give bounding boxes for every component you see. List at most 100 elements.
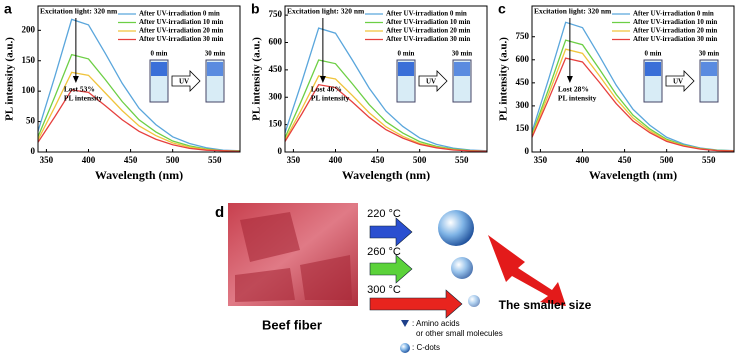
c-dot [468,295,480,307]
vial-glow [398,62,414,76]
step-label: 220 °C [367,208,401,220]
y-tick-label: 150 [22,55,36,65]
y-tick-label: 750 [269,9,283,19]
x-tick-label: 450 [618,155,632,165]
legend-label: After UV-irradiation 0 min [633,10,714,18]
y-tick-label: 150 [516,123,530,133]
uv-label: UV [426,78,436,86]
inset-label: 0 min [645,50,662,58]
legend-label: After UV-irradiation 10 min [633,18,717,26]
y-tick-label: 750 [516,31,530,41]
legend-text: : Amino acids [412,319,460,328]
y-tick-label: 300 [516,100,530,110]
uv-label: UV [179,78,189,86]
legend-text: : C-dots [412,343,440,352]
y-tick-label: 100 [22,85,36,95]
step-label: 260 °C [367,246,401,258]
c-dot-icon [400,343,410,353]
arrow [369,254,413,284]
step-label: 300 °C [367,284,401,296]
legend-label: After UV-irradiation 0 min [139,10,220,18]
inset-label: 30 min [205,50,226,58]
loss-label: PL intensity [64,94,103,103]
annotation: Excitation light: 320 nm [40,7,118,16]
x-tick-label: 450 [124,155,138,165]
y-tick-label: 600 [269,37,283,47]
diagram: d Beef fiber 220 °C 260 °C 300 °C The sm… [215,203,592,353]
y-tick-label: 300 [269,91,283,101]
y-axis-label: PL intensity (a.u.) [4,37,16,121]
beef-texture [235,212,352,302]
vial-glow [701,62,717,76]
x-tick-label: 400 [329,155,343,165]
y-tick-label: 0 [31,146,36,156]
x-tick-label: 400 [576,155,590,165]
series-line [37,18,241,152]
x-tick-label: 500 [413,155,427,165]
uv-label: UV [673,78,683,86]
y-tick-label: 450 [516,77,530,87]
y-tick-label: 450 [269,64,283,74]
legend-label: After UV-irradiation 0 min [386,10,467,18]
zigzag-arrow [488,235,566,306]
chart-panel: b 0 150 300 450 600 750 350 400 450 500 550 Waveleng… [251,1,488,182]
source-label: Beef fiber [262,317,322,332]
loss-label: Lost 28% [558,85,589,94]
arrow [369,217,413,247]
legend-label: After UV-irradiation 20 min [633,27,717,35]
x-tick-label: 550 [702,155,716,165]
y-tick-label: 50 [26,116,36,126]
y-tick-label: 0 [525,146,530,156]
legend-label: After UV-irradiation 20 min [139,27,223,35]
arrow [369,289,463,319]
y-axis-label: PL intensity (a.u.) [498,37,510,121]
x-tick-label: 500 [660,155,674,165]
x-axis-label: Wavelength (nm) [342,168,430,182]
inset-label: 30 min [699,50,720,58]
legend-label: After UV-irradiation 10 min [139,18,223,26]
x-tick-label: 350 [287,155,301,165]
y-tick-label: 200 [22,24,36,34]
legend-text: or other small molecules [416,329,503,338]
panel-label: d [215,204,224,221]
panel-label: b [251,1,260,17]
arrow-head [566,76,573,83]
inset-label: 30 min [452,50,473,58]
x-tick-label: 350 [534,155,548,165]
x-tick-label: 400 [82,155,96,165]
legend-label: After UV-irradiation 10 min [386,18,470,26]
x-axis-label: Wavelength (nm) [589,168,677,182]
vial-glow [454,62,470,76]
series-line [531,57,735,152]
uv-arrow [665,70,695,92]
annotation: Excitation light: 320 nm [287,7,365,16]
plot-frame [531,5,735,153]
x-tick-label: 500 [166,155,180,165]
vial-glow [151,62,167,76]
inset-label: 0 min [151,50,168,58]
vial-glow [645,62,661,76]
legend-label: After UV-irradiation 30 min [633,35,717,43]
x-axis-label: Wavelength (nm) [95,168,183,182]
loss-label: PL intensity [311,94,350,103]
series-line [284,83,488,152]
chart-panel: a 0 50 100 150 200 350 400 450 500 550 Wavelength (… [4,1,241,182]
y-tick-label: 0 [278,146,283,156]
panel-label: c [498,1,506,17]
legend-label: After UV-irradiation 30 min [386,35,470,43]
c-dot [438,210,474,246]
panel-label: a [4,1,12,17]
plot-frame [284,5,488,153]
x-tick-label: 550 [208,155,222,165]
annotation: Excitation light: 320 nm [534,7,612,16]
vial-glow [207,62,223,76]
arrow-head [319,76,326,83]
arrow-head [72,76,79,83]
amino-icon [401,320,409,327]
loss-label: Lost 53% [64,85,95,94]
inset-label: 0 min [398,50,415,58]
loss-label: Lost 46% [311,85,342,94]
uv-arrow [418,70,448,92]
x-tick-label: 550 [455,155,469,165]
